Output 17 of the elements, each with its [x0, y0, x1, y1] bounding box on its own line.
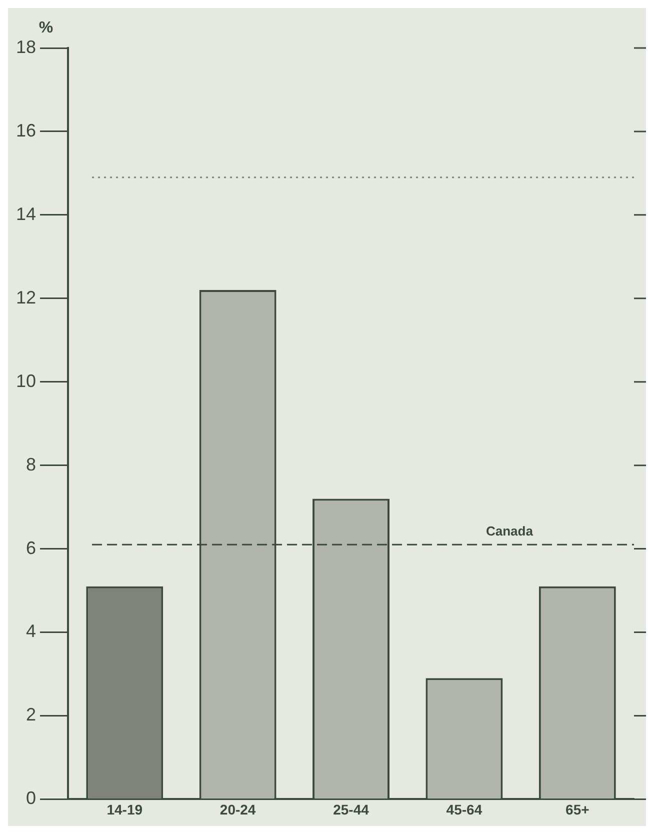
- y-axis-title: %: [38, 19, 54, 36]
- y-tick-label: 6: [26, 538, 36, 558]
- y-tick-label: 8: [26, 454, 36, 474]
- y-tick-label: 2: [26, 704, 36, 725]
- x-tick-label: 20-24: [220, 801, 256, 818]
- y-tick-label: 0: [26, 788, 36, 808]
- y-tick-label: 4: [26, 621, 36, 642]
- y-tick-label: 10: [16, 370, 36, 391]
- y-tick-label: 12: [16, 287, 36, 308]
- ref-line-label: Canada: [486, 524, 534, 539]
- x-tick-label: 65+: [566, 801, 590, 818]
- x-tick-label: 45-64: [446, 801, 482, 818]
- y-tick-label: 16: [16, 120, 36, 140]
- x-tick-label: 14-19: [106, 801, 143, 818]
- y-tick-label: 14: [16, 204, 36, 224]
- x-tick-label: 25-44: [333, 801, 370, 818]
- y-tick-label: 18: [16, 36, 36, 57]
